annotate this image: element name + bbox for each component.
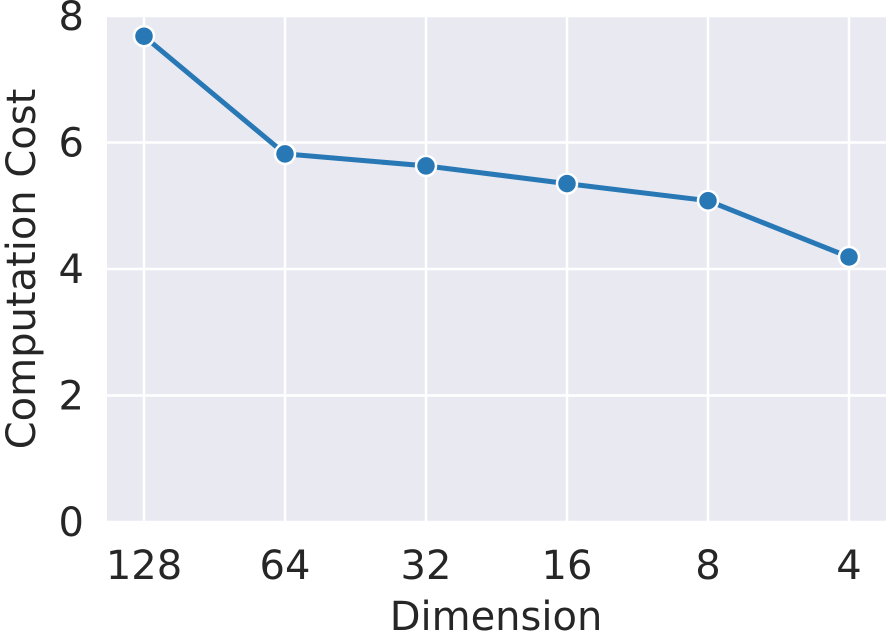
data-point xyxy=(696,189,720,212)
grid-lines xyxy=(107,14,886,524)
data-point xyxy=(837,245,861,269)
x-tick-label: 64 xyxy=(260,543,311,589)
series-line xyxy=(141,33,852,260)
x-tick-label: 8 xyxy=(695,543,720,589)
y-tick-label: 4 xyxy=(59,247,84,293)
y-axis-title: Computation Cost xyxy=(0,89,45,450)
x-tick-label: 16 xyxy=(542,543,593,589)
y-tick-label: 8 xyxy=(59,0,84,40)
x-tick-label: 128 xyxy=(106,543,182,589)
x-axis-title: Dimension xyxy=(390,594,603,636)
data-point xyxy=(555,172,579,195)
y-tick-label: 0 xyxy=(59,500,84,546)
data-point xyxy=(132,24,156,48)
data-point xyxy=(273,142,297,166)
x-tick-label: 4 xyxy=(836,543,861,589)
y-tick-labels: 0 2 4 6 8 xyxy=(59,0,84,546)
y-tick-label: 2 xyxy=(59,374,84,420)
data-point xyxy=(414,154,438,178)
x-tick-labels: 128 64 32 16 8 4 xyxy=(106,543,862,589)
y-tick-label: 6 xyxy=(59,121,84,167)
series-layer xyxy=(132,24,861,269)
x-tick-label: 32 xyxy=(401,543,452,589)
